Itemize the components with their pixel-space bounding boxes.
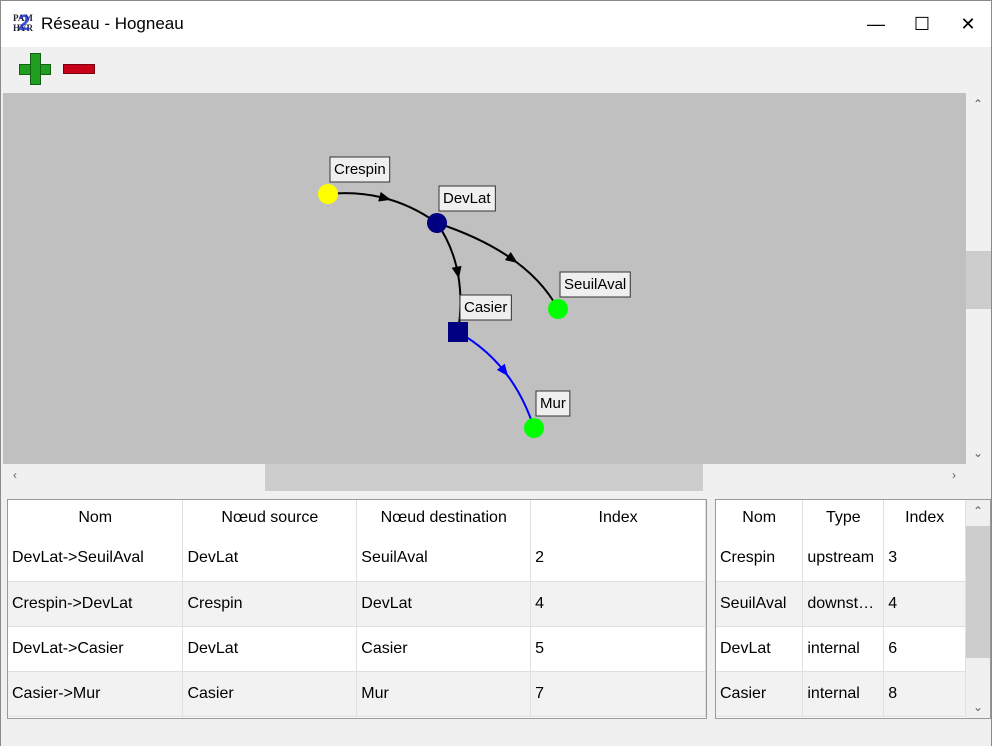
graph-vertical-scrollbar[interactable]: ⌃ ⌄ — [966, 93, 991, 464]
column-header-name[interactable]: Nom — [716, 500, 804, 536]
cell-name[interactable]: SeuilAval — [716, 581, 804, 627]
add-button[interactable] — [19, 53, 51, 85]
table-row[interactable]: Crespin upstream 3 — [716, 536, 966, 582]
edge-arrow-icon — [451, 265, 462, 279]
column-header-source[interactable]: Nœud source — [182, 500, 358, 536]
node-label-box — [535, 390, 571, 417]
scroll-right-icon[interactable]: › — [952, 468, 956, 482]
column-header-type[interactable]: Type — [802, 500, 885, 536]
table-row[interactable]: DevLat internal 6 — [716, 626, 966, 672]
scroll-up-icon[interactable]: ⌃ — [972, 504, 984, 518]
table-row[interactable]: Crespin->DevLat Crespin DevLat 4 — [8, 581, 706, 627]
window-title: Réseau - Hogneau — [41, 14, 184, 33]
network-graph-canvas[interactable]: Crespin DevLat SeuilAval Casier Mur — [3, 93, 966, 464]
column-header-destination[interactable]: Nœud destination — [356, 500, 532, 536]
node-label: Mur — [540, 395, 566, 412]
table-row[interactable]: DevLat->SeuilAval DevLat SeuilAval 2 — [8, 536, 706, 582]
nodes-table[interactable]: Nom Type Index Crespin upstream 3 SeuilAval… — [715, 499, 991, 719]
toolbar — [1, 47, 991, 91]
cell-destination[interactable]: DevLat — [356, 581, 532, 627]
table-row[interactable]: Casier internal 8 — [716, 671, 966, 717]
scroll-down-icon[interactable]: ⌄ — [972, 700, 984, 714]
edges-table[interactable]: Nom Nœud source Nœud destination Index D… — [7, 499, 707, 719]
node-Casier[interactable] — [448, 322, 468, 342]
network-graph[interactable]: Crespin DevLat SeuilAval Casier Mur — [3, 93, 966, 464]
scroll-thumb[interactable] — [966, 251, 991, 309]
title-bar: PAM HYR 2 Réseau - Hogneau — ☐ ✕ — [1, 1, 991, 47]
minimize-button[interactable]: — — [867, 13, 885, 34]
cell-name[interactable]: Casier->Mur — [8, 671, 184, 717]
edge-Casier-Mur[interactable] — [457, 331, 535, 429]
graph-horizontal-scrollbar[interactable]: ‹ › — [3, 464, 966, 491]
node-label: Casier — [464, 299, 507, 316]
nodes-table-scrollbar[interactable]: ⌃ ⌄ — [966, 500, 990, 718]
cell-type[interactable]: upstream — [802, 536, 885, 582]
cell-source[interactable]: Crespin — [182, 581, 358, 627]
edge-arrow-icon — [496, 363, 509, 377]
cell-name[interactable]: DevLat->Casier — [8, 626, 184, 672]
cell-name[interactable]: Casier — [716, 671, 804, 717]
edge-arrow-icon — [504, 251, 518, 263]
edge-arrow-icon — [378, 191, 392, 202]
scroll-left-icon[interactable]: ‹ — [13, 468, 17, 482]
cell-type[interactable]: internal — [802, 626, 885, 672]
cell-name[interactable]: DevLat->SeuilAval — [8, 536, 184, 582]
column-header-index[interactable]: Index — [883, 500, 966, 536]
scroll-thumb[interactable] — [966, 526, 990, 658]
cell-index[interactable]: 5 — [530, 626, 706, 672]
cell-source[interactable]: DevLat — [182, 536, 358, 582]
node-Crespin[interactable] — [318, 184, 338, 204]
node-Mur[interactable] — [524, 418, 544, 438]
node-DevLat[interactable] — [427, 213, 447, 233]
node-label: DevLat — [443, 190, 491, 207]
column-header-index[interactable]: Index — [530, 500, 706, 536]
cell-index[interactable]: 2 — [530, 536, 706, 582]
cell-type[interactable]: internal — [802, 671, 885, 717]
cell-index[interactable]: 4 — [883, 581, 966, 627]
edge-DevLat-Casier[interactable] — [436, 222, 462, 333]
cell-index[interactable]: 4 — [530, 581, 706, 627]
node-label: Crespin — [334, 161, 386, 178]
cell-name[interactable]: Crespin->DevLat — [8, 581, 184, 627]
node-SeuilAval[interactable] — [548, 299, 568, 319]
remove-button[interactable] — [63, 54, 95, 84]
cell-source[interactable]: Casier — [182, 671, 358, 717]
cell-source[interactable]: DevLat — [182, 626, 358, 672]
cell-destination[interactable]: Mur — [356, 671, 532, 717]
column-header-name[interactable]: Nom — [8, 500, 184, 536]
node-label-box — [459, 294, 512, 321]
node-label-box — [559, 271, 631, 298]
cell-destination[interactable]: SeuilAval — [356, 536, 532, 582]
cell-type[interactable]: downst… — [802, 581, 885, 627]
table-row[interactable]: DevLat->Casier DevLat Casier 5 — [8, 626, 706, 672]
cell-index[interactable]: 7 — [530, 671, 706, 717]
cell-index[interactable]: 8 — [883, 671, 966, 717]
cell-index[interactable]: 3 — [883, 536, 966, 582]
node-label: SeuilAval — [564, 276, 626, 293]
cell-name[interactable]: DevLat — [716, 626, 804, 672]
scroll-thumb[interactable] — [265, 464, 703, 491]
close-button[interactable]: ✕ — [960, 13, 976, 34]
scroll-down-icon[interactable]: ⌄ — [972, 446, 984, 460]
scroll-up-icon[interactable]: ⌃ — [972, 97, 984, 111]
cell-name[interactable]: Crespin — [716, 536, 804, 582]
cell-index[interactable]: 6 — [883, 626, 966, 672]
node-label-box — [329, 156, 391, 183]
cell-destination[interactable]: Casier — [356, 626, 532, 672]
maximize-button[interactable]: ☐ — [913, 13, 931, 34]
table-row[interactable]: SeuilAval downst… 4 — [716, 581, 966, 627]
table-row[interactable]: Casier->Mur Casier Mur 7 — [8, 671, 706, 717]
app-logo-icon: PAM HYR 2 — [13, 10, 33, 35]
status-bar — [1, 719, 991, 746]
node-label-box — [438, 185, 496, 212]
